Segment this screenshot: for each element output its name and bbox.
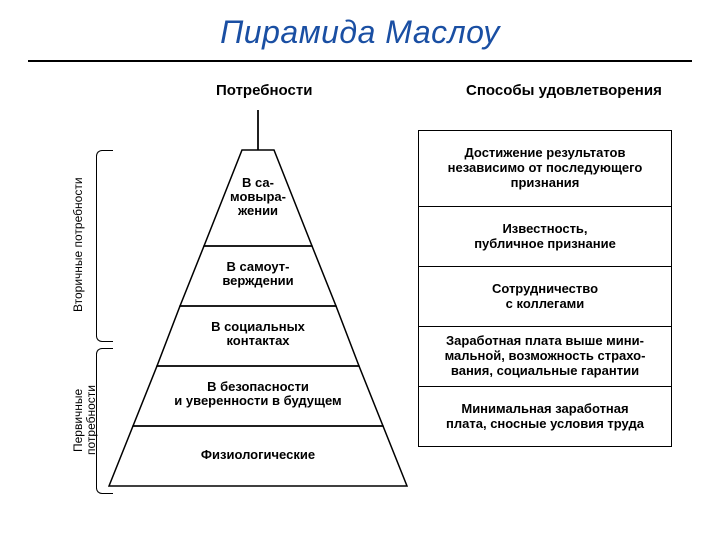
pyramid-label-5: Физиологические: [108, 448, 408, 462]
column-header-means: Способы удовлетворения: [466, 82, 662, 99]
side-group-label-1: Первичные потребности: [72, 354, 98, 486]
page: Пирамида Маслоу Потребности Способы удов…: [0, 0, 720, 540]
title-underline: [28, 60, 692, 62]
pyramid-label-2: В самоут-верждении: [108, 260, 408, 288]
pyramid-label-1: В са-мовыра-жении: [108, 176, 408, 218]
pyramid-label-3: В социальныхконтактах: [108, 320, 408, 348]
pyramid-label-4: В безопасностии уверенности в будущем: [108, 380, 408, 408]
side-group-label-0: Вторичные потребности: [72, 156, 85, 334]
means-row-1: Известность,публичное признание: [419, 207, 671, 267]
means-row-0: Достижение результатов независимо от пос…: [419, 131, 671, 207]
column-header-needs: Потребности: [216, 82, 312, 99]
means-row-4: Минимальная заработнаяплата, сносные усл…: [419, 387, 671, 447]
pyramid-svg: [108, 110, 408, 490]
means-row-2: Сотрудничествос коллегами: [419, 267, 671, 327]
page-title: Пирамида Маслоу: [0, 14, 720, 51]
means-table: Достижение результатов независимо от пос…: [418, 130, 672, 447]
means-row-3: Заработная плата выше мини-мальной, возм…: [419, 327, 671, 387]
pyramid: В са-мовыра-жении В самоут-верждении В соц…: [108, 110, 408, 490]
